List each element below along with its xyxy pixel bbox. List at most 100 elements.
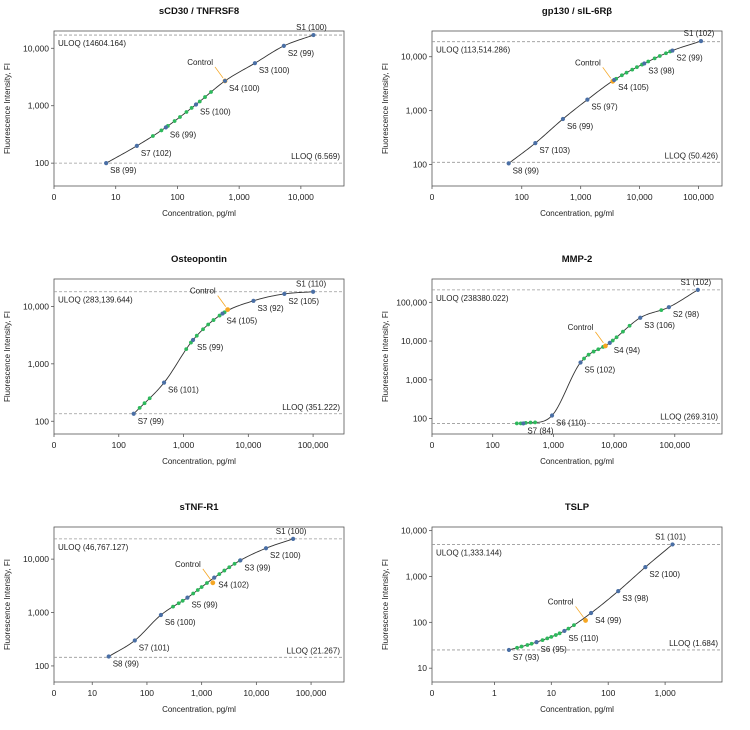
y-tick-label: 10	[418, 663, 428, 673]
x-tick-label: 100	[170, 192, 184, 202]
standard-point	[104, 161, 109, 166]
plot-frame	[53, 30, 345, 187]
standard-point	[161, 380, 167, 385]
control-leader	[217, 295, 226, 307]
standard-point	[642, 61, 647, 66]
y-axis-label: Fluorescence Intensity, FI	[381, 311, 390, 402]
control-leader	[602, 67, 612, 79]
standard-point	[222, 78, 228, 84]
x-tick-label: 100,000	[298, 440, 329, 450]
x-tick-label: 10	[111, 192, 121, 202]
plot-frame	[53, 526, 345, 683]
standard-point	[506, 161, 511, 166]
sample-point	[582, 356, 586, 361]
chart-3: Osteopontin 100 1,000 10,000 0 100 1,000 10,000…	[3, 254, 345, 466]
standard-point	[134, 143, 139, 148]
fitted-curve	[108, 538, 294, 657]
standard-point	[158, 612, 164, 618]
sample-point	[209, 90, 213, 94]
sample-point	[557, 631, 562, 636]
standard-point	[251, 298, 256, 303]
y-tick-label: 1,000	[28, 101, 50, 111]
standard-point	[698, 38, 704, 44]
x-tick-label: 0	[52, 440, 57, 450]
control-point	[225, 307, 231, 312]
sample-point	[657, 54, 662, 58]
standard-point	[506, 647, 512, 653]
uloq-label: ULOQ (1,333.144)	[436, 548, 502, 557]
chart-1: sCD30 / TNFRSF8 100 1,000 10,000 0 10 100 1,000…	[3, 6, 345, 218]
x-tick-label: 100	[112, 440, 126, 450]
standard-label: S4 (105)	[618, 83, 649, 92]
sample-point	[635, 65, 639, 70]
sample-point	[232, 561, 237, 566]
sample-point	[646, 59, 651, 64]
standard-point	[549, 413, 555, 418]
standard-point	[607, 340, 612, 345]
y-tick-label: 100	[35, 158, 49, 168]
x-tick-label: 100	[486, 440, 500, 450]
sample-point	[540, 638, 545, 642]
sample-point	[515, 645, 519, 650]
y-tick-label: 1,000	[406, 571, 428, 581]
y-tick-label: 100	[413, 160, 427, 170]
standard-point	[534, 640, 539, 645]
x-tick-label: 1,000	[173, 440, 195, 450]
x-axis-label: Concentration, pg/ml	[540, 705, 614, 714]
sample-point	[199, 585, 204, 589]
sample-point	[624, 70, 629, 75]
sample-point	[222, 568, 227, 573]
standard-label: S6 (110)	[556, 419, 586, 428]
sample-point	[591, 349, 596, 354]
sample-point	[194, 333, 199, 338]
sample-point	[586, 352, 591, 357]
sample-point	[171, 604, 175, 609]
sample-point	[514, 421, 519, 426]
y-axis-label: Fluorescence Intensity, FI	[3, 63, 12, 154]
standard-point	[612, 77, 617, 83]
standard-point	[106, 654, 111, 659]
standard-label: S7 (103)	[539, 146, 570, 155]
x-tick-label: 100	[601, 688, 615, 698]
standard-point	[533, 140, 538, 146]
standard-label: S4 (100)	[229, 84, 260, 93]
sample-point	[178, 115, 182, 119]
standard-point	[578, 360, 583, 365]
lloq-label: LLOQ (269.310)	[660, 412, 718, 421]
sample-point	[211, 318, 216, 322]
uloq-label: ULOQ (14604.164)	[58, 39, 126, 48]
x-tick-label: 1,000	[570, 192, 592, 202]
standard-label: S2 (100)	[270, 551, 301, 560]
y-tick-label: 10,000	[23, 554, 49, 564]
x-tick-label: 0	[52, 688, 57, 698]
x-tick-label: 100,000	[683, 192, 714, 202]
x-tick-label: 0	[430, 440, 435, 450]
standard-point	[643, 565, 648, 570]
x-tick-label: 10,000	[288, 192, 314, 202]
sample-point	[533, 420, 538, 425]
chart-title: MMP-2	[562, 254, 593, 265]
standard-label: S7 (101)	[139, 643, 170, 652]
standard-point	[562, 628, 567, 634]
standard-point	[212, 575, 217, 580]
sample-point	[197, 99, 202, 104]
sample-point	[630, 67, 635, 72]
sample-point	[659, 308, 664, 313]
standard-label: S7 (93)	[513, 653, 540, 662]
standard-label: S4 (94)	[614, 346, 641, 355]
standard-label: S4 (102)	[218, 581, 249, 590]
chart-title: TSLP	[565, 502, 590, 513]
standard-point	[521, 421, 526, 426]
sample-point	[610, 338, 615, 343]
standard-label: S6 (99)	[567, 122, 594, 131]
sample-point	[150, 134, 155, 138]
standard-label: S3 (100)	[259, 66, 290, 75]
x-tick-label: 100	[515, 192, 529, 202]
x-tick-label: 0	[430, 688, 435, 698]
standard-point	[281, 43, 286, 49]
y-tick-label: 1,000	[28, 608, 50, 618]
standard-label: S2 (99)	[676, 54, 703, 63]
control-point	[603, 343, 608, 349]
sample-point	[519, 644, 524, 649]
y-tick-label: 10,000	[401, 336, 427, 346]
